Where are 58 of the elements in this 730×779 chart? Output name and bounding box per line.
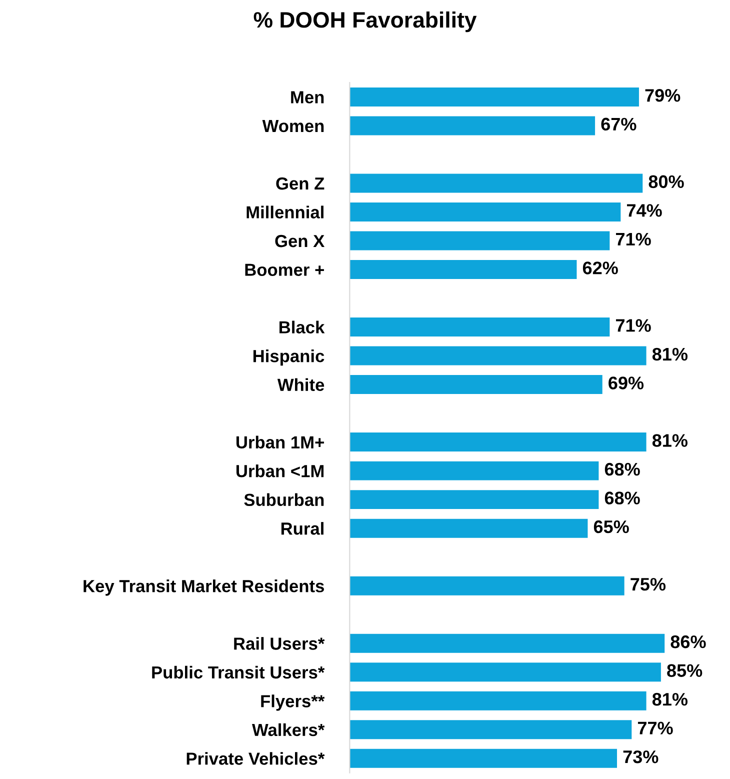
bar <box>350 518 588 538</box>
bar <box>350 375 602 394</box>
data-label: 69% <box>608 376 644 390</box>
data-label: 71% <box>616 232 651 246</box>
y-tick-label: Women <box>262 120 324 132</box>
bar <box>350 260 577 279</box>
data-label: 81% <box>652 434 688 447</box>
bar <box>350 432 646 452</box>
bar <box>350 461 599 480</box>
y-tick-label: Urban 1M+ <box>236 436 324 449</box>
y-tick-label: Men <box>291 91 324 104</box>
data-label: 77% <box>638 722 673 734</box>
data-label: 81% <box>652 692 688 706</box>
y-tick-label: Suburban <box>244 493 324 506</box>
data-label: 80% <box>648 175 684 188</box>
data-label: 71% <box>616 319 651 332</box>
bar <box>350 720 632 740</box>
bar <box>350 231 610 250</box>
bar <box>350 87 639 106</box>
data-label: 74% <box>627 204 662 217</box>
bar <box>350 116 596 136</box>
y-tick-label: Key Transit Market Residents <box>84 580 324 596</box>
bar <box>350 662 661 682</box>
bar <box>350 202 621 222</box>
bar <box>350 691 646 710</box>
y-tick-label: Boomer + <box>245 264 324 276</box>
bar <box>350 576 624 596</box>
data-label: 75% <box>630 578 666 591</box>
y-tick-label: Gen Z <box>276 177 324 190</box>
data-label: 85% <box>667 664 702 677</box>
data-label: 62% <box>582 262 618 274</box>
data-label: 73% <box>623 750 658 764</box>
y-tick-label: Walkers* <box>252 723 325 736</box>
chart-title: % DOOH Favorability <box>254 11 477 32</box>
data-label: 81% <box>652 348 688 361</box>
y-tick-label: Flyers** <box>261 694 325 711</box>
bar <box>350 490 599 510</box>
y-tick-label: Gen X <box>275 234 325 248</box>
y-tick-label: Rail Users* <box>234 637 325 650</box>
y-tick-label: Hispanic <box>253 349 324 366</box>
y-tick-label: Private Vehicles* <box>186 752 325 765</box>
y-tick-label: Urban <1M <box>236 464 324 478</box>
bar <box>350 634 665 653</box>
bar <box>350 748 618 768</box>
data-label: 68% <box>604 492 640 504</box>
bar <box>350 318 610 337</box>
bar <box>350 346 646 366</box>
y-tick-label: Public Transit Users* <box>152 666 325 679</box>
bar <box>350 174 643 193</box>
y-tick-label: Rural <box>281 522 324 535</box>
data-label: 65% <box>594 520 629 534</box>
y-tick-label: Millennial <box>246 206 324 218</box>
data-label: 67% <box>601 118 636 131</box>
data-label: 79% <box>645 89 680 102</box>
y-tick-label: White <box>277 378 324 391</box>
y-tick-label: Black <box>280 320 325 334</box>
data-label: 68% <box>604 462 640 476</box>
data-label: 86% <box>670 635 706 648</box>
